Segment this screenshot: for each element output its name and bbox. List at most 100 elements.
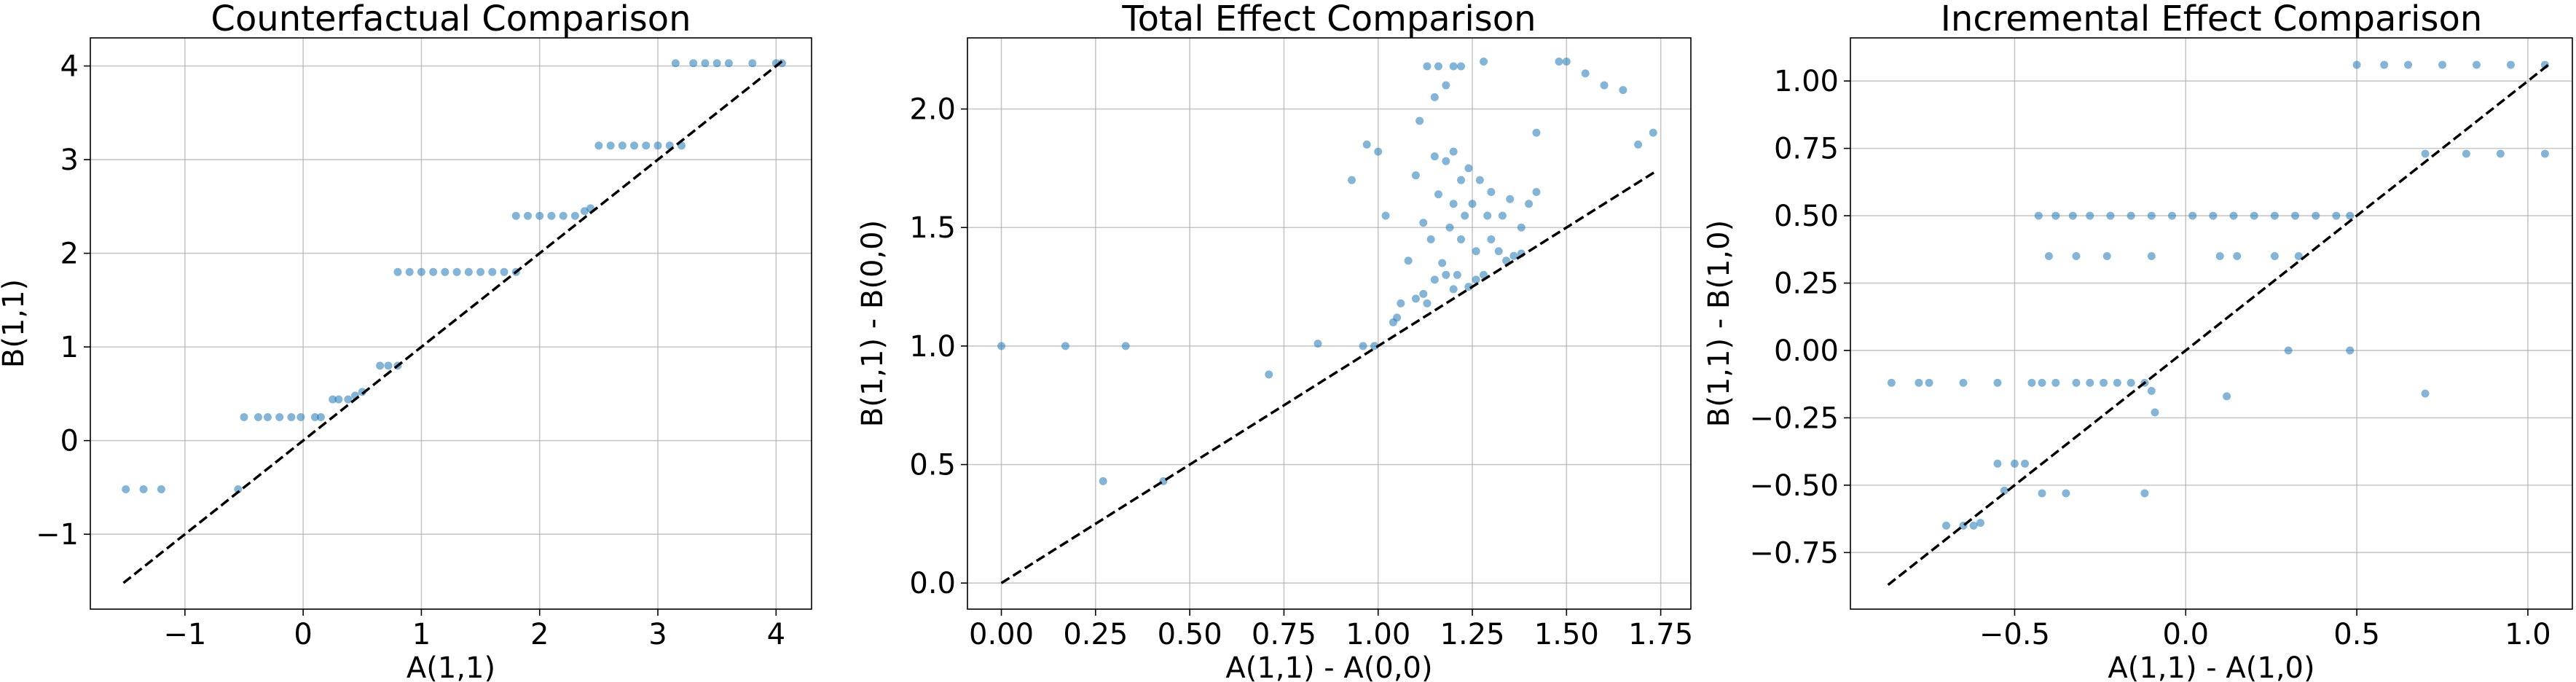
data-point [724, 59, 733, 68]
data-point [2421, 149, 2430, 158]
data-point [2000, 486, 2008, 495]
data-point [2438, 60, 2447, 69]
data-point [275, 413, 284, 422]
data-point [1942, 521, 1951, 530]
x-tick-label: 0.50 [1158, 618, 1222, 651]
data-point [1423, 299, 1432, 307]
y-tick-label: 1.00 [1774, 65, 1839, 98]
data-point [1445, 223, 1454, 232]
data-point [1419, 219, 1428, 227]
chart-title: Incremental Effect Comparison [1941, 0, 2483, 39]
x-tick-label: 2 [530, 618, 549, 651]
y-axis-label: B(1,1) - B(0,0) [856, 220, 890, 427]
data-point [2051, 378, 2060, 387]
data-point [1959, 378, 1968, 387]
x-tick-label: 1.75 [1628, 618, 1693, 651]
data-point [1461, 211, 1469, 220]
y-tick-label: 1 [60, 331, 79, 364]
data-point [2151, 408, 2159, 417]
data-point [2294, 252, 2303, 261]
x-tick-label: 0.25 [1063, 618, 1128, 651]
x-tick-label: 3 [648, 618, 667, 651]
data-point [689, 59, 698, 68]
data-point [1475, 176, 1484, 184]
data-point [1562, 58, 1571, 66]
data-point [712, 59, 721, 68]
y-axis-label: B(1,1) [0, 279, 31, 368]
data-point [1313, 340, 1322, 348]
data-point [329, 395, 337, 404]
data-point [2472, 60, 2481, 69]
data-point [1468, 200, 1477, 208]
data-point [2540, 149, 2549, 158]
data-point [2072, 252, 2081, 261]
data-point [594, 141, 603, 150]
data-point [606, 141, 615, 150]
data-point [1397, 299, 1405, 307]
data-point [429, 267, 438, 276]
data-point [1581, 69, 1590, 78]
data-point [1525, 200, 1534, 208]
data-point [1265, 370, 1273, 379]
data-point [2229, 211, 2238, 220]
data-point [2147, 211, 2156, 220]
data-point [997, 342, 1006, 350]
data-point [2034, 211, 2043, 220]
data-point [1442, 157, 1450, 165]
data-point [1415, 117, 1424, 125]
data-point [1434, 62, 1442, 71]
data-point [559, 211, 568, 220]
data-point [2086, 211, 2094, 220]
data-points [1887, 60, 2549, 530]
data-point [2127, 211, 2135, 220]
x-tick-label: 1 [412, 618, 431, 651]
data-point [1348, 176, 1356, 184]
data-point [1619, 86, 1627, 95]
y-tick-label: −0.50 [1749, 469, 1839, 503]
data-point [653, 141, 662, 150]
data-point [1969, 521, 1978, 530]
data-point [630, 141, 639, 150]
data-point [1099, 477, 1107, 485]
data-point [511, 211, 520, 220]
data-point [2380, 60, 2389, 69]
data-point [2346, 346, 2355, 355]
x-axis-label: A(1,1) - A(0,0) [1225, 651, 1432, 682]
data-point [2250, 211, 2258, 220]
x-tick-label: 0 [294, 618, 312, 651]
data-point [2346, 211, 2355, 220]
plot-frame [967, 37, 1692, 610]
data-point [2188, 211, 2197, 220]
data-point [2127, 378, 2135, 387]
data-point [1555, 58, 1563, 66]
data-point [1464, 164, 1473, 173]
data-point [1887, 378, 1896, 387]
data-point [2421, 389, 2430, 398]
data-points [122, 59, 786, 493]
x-tick-label: 0.00 [969, 618, 1034, 651]
data-point [2506, 60, 2515, 69]
y-tick-label: 0.00 [1774, 334, 1839, 368]
data-point [1061, 342, 1069, 350]
data-point [1480, 58, 1488, 66]
data-point [1453, 270, 1461, 279]
data-point [1419, 289, 1428, 298]
x-tick-label: 4 [767, 618, 785, 651]
chart-title: Total Effect Comparison [1121, 0, 1536, 39]
data-point [234, 485, 243, 493]
data-point [1411, 294, 1420, 303]
data-point [2270, 252, 2279, 261]
data-point [405, 267, 414, 276]
data-point [2062, 489, 2070, 498]
y-tick-label: −0.25 [1749, 401, 1839, 435]
data-point [642, 141, 651, 150]
y-tick-label: 0.25 [1774, 267, 1839, 301]
data-point [1634, 140, 1643, 149]
data-point [2021, 459, 2030, 468]
data-point [1370, 342, 1379, 350]
data-point [254, 413, 262, 422]
data-point [2496, 149, 2505, 158]
data-point [344, 395, 353, 404]
data-point [1381, 211, 1390, 220]
x-tick-label: 1.50 [1534, 618, 1599, 651]
